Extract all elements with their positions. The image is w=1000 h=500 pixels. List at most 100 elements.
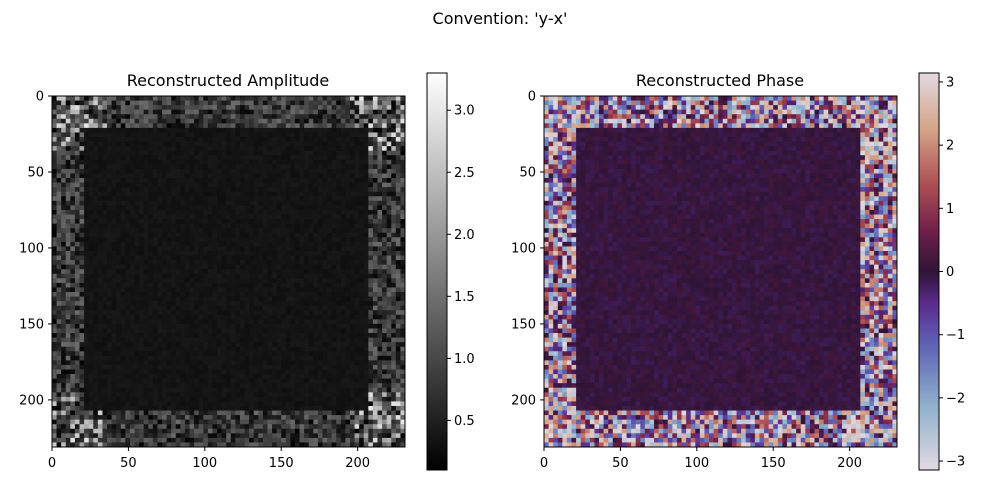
amplitude-cell bbox=[93, 232, 99, 238]
amplitude-cell bbox=[276, 282, 282, 289]
amplitude-cell bbox=[239, 173, 246, 179]
amplitude-cell bbox=[84, 205, 90, 211]
amplitude-cell bbox=[207, 200, 214, 206]
amplitude-cell bbox=[313, 387, 319, 393]
amplitude-cell bbox=[97, 173, 104, 179]
amplitude-cell bbox=[79, 360, 85, 366]
amplitude-cell bbox=[175, 346, 181, 352]
amplitude-cell bbox=[184, 118, 191, 124]
amplitude-cell bbox=[65, 355, 71, 361]
amplitude-cell bbox=[157, 132, 163, 138]
amplitude-cell bbox=[226, 301, 232, 307]
amplitude-cell bbox=[52, 287, 58, 293]
amplitude-cell bbox=[217, 237, 223, 243]
amplitude-cell bbox=[391, 301, 397, 307]
amplitude-cell bbox=[322, 164, 328, 170]
amplitude-cell bbox=[180, 319, 186, 325]
amplitude-cell bbox=[61, 351, 67, 357]
amplitude-cell bbox=[189, 241, 195, 248]
amplitude-cell bbox=[61, 383, 67, 389]
amplitude-cell bbox=[368, 374, 374, 380]
amplitude-cell bbox=[93, 292, 99, 298]
amplitude-cell bbox=[166, 250, 172, 257]
amplitude-cell bbox=[74, 278, 81, 284]
amplitude-cell bbox=[290, 260, 296, 266]
amplitude-cell bbox=[386, 178, 392, 184]
amplitude-cell bbox=[52, 296, 58, 302]
amplitude-cell bbox=[120, 314, 126, 320]
amplitude-cell bbox=[400, 310, 405, 316]
amplitude-cell bbox=[336, 305, 342, 311]
amplitude-cell bbox=[171, 232, 177, 238]
amplitude-cell bbox=[134, 241, 140, 248]
amplitude-cell bbox=[345, 314, 351, 320]
amplitude-cell bbox=[377, 314, 383, 320]
amplitude-cell bbox=[372, 200, 379, 206]
amplitude-cell bbox=[327, 114, 333, 120]
amplitude-cell bbox=[281, 260, 287, 266]
amplitude-cell bbox=[253, 314, 259, 320]
amplitude-cell bbox=[180, 182, 186, 188]
amplitude-cell bbox=[88, 109, 94, 115]
amplitude-cell bbox=[97, 264, 104, 270]
amplitude-cell bbox=[171, 387, 177, 393]
amplitude-cell bbox=[336, 278, 342, 284]
amplitude-cell bbox=[162, 228, 168, 234]
amplitude-cell bbox=[175, 246, 181, 252]
amplitude-cell bbox=[285, 241, 291, 248]
amplitude-cell bbox=[308, 387, 314, 393]
amplitude-cell bbox=[93, 127, 99, 134]
amplitude-cell bbox=[317, 127, 324, 134]
amplitude-cell bbox=[88, 196, 94, 202]
amplitude-cell bbox=[175, 250, 181, 257]
amplitude-cell bbox=[258, 323, 264, 330]
amplitude-cell bbox=[290, 287, 296, 293]
amplitude-cell bbox=[217, 269, 223, 275]
amplitude-cell bbox=[143, 191, 149, 197]
amplitude-cell bbox=[221, 141, 227, 147]
amplitude-cell bbox=[56, 319, 62, 325]
amplitude-cell bbox=[148, 273, 154, 279]
amplitude-cell bbox=[221, 342, 227, 348]
amplitude-cell bbox=[217, 310, 223, 316]
amplitude-cell bbox=[327, 250, 333, 257]
amplitude-cell bbox=[290, 237, 296, 243]
amplitude-cell bbox=[391, 237, 397, 243]
amplitude-cell bbox=[372, 228, 379, 234]
amplitude-cell bbox=[391, 282, 397, 289]
amplitude-cell bbox=[97, 351, 104, 357]
amplitude-cell bbox=[363, 337, 369, 343]
amplitude-cell bbox=[368, 178, 374, 184]
amplitude-cell bbox=[143, 310, 149, 316]
amplitude-cell bbox=[70, 168, 76, 175]
amplitude-cell bbox=[166, 164, 172, 170]
amplitude-cell bbox=[79, 214, 85, 220]
amplitude-cell bbox=[253, 269, 259, 275]
amplitude-cell bbox=[184, 191, 191, 197]
amplitude-cell bbox=[56, 241, 62, 248]
amplitude-cell bbox=[262, 264, 269, 270]
amplitude-cell bbox=[189, 237, 195, 243]
amplitude-cell bbox=[217, 232, 223, 238]
amplitude-cell bbox=[148, 255, 154, 261]
amplitude-cell bbox=[372, 159, 379, 165]
amplitude-cell bbox=[363, 168, 369, 175]
amplitude-cell bbox=[139, 182, 145, 188]
amplitude-cell bbox=[221, 178, 227, 184]
amplitude-cell bbox=[267, 269, 273, 275]
amplitude-cell bbox=[345, 250, 351, 257]
amplitude-cell bbox=[180, 323, 186, 330]
amplitude-cell bbox=[345, 360, 351, 366]
amplitude-cell bbox=[327, 205, 333, 211]
amplitude-cell bbox=[134, 301, 140, 307]
amplitude-cell bbox=[198, 296, 204, 302]
amplitude-cell bbox=[253, 246, 259, 252]
amplitude-cell bbox=[294, 319, 301, 325]
amplitude-cell bbox=[217, 209, 223, 216]
amplitude-cell bbox=[148, 159, 154, 165]
amplitude-cell bbox=[120, 173, 126, 179]
amplitude-cell bbox=[102, 146, 108, 152]
amplitude-cell bbox=[400, 100, 405, 106]
amplitude-cell bbox=[267, 278, 273, 284]
amplitude-cell bbox=[65, 301, 71, 307]
